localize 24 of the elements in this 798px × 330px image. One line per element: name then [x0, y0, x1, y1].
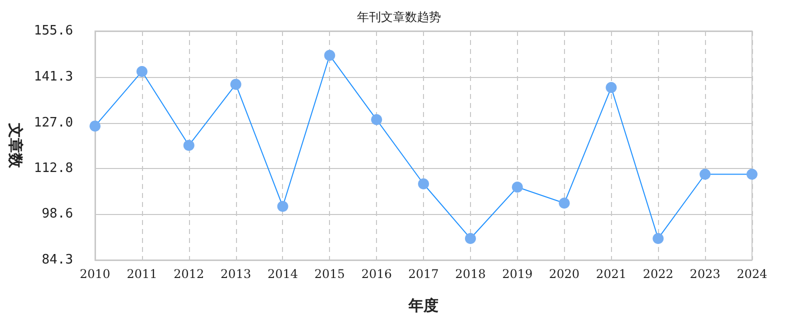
x-tick-label: 2021	[596, 267, 626, 281]
y-tick-label: 141.3	[34, 69, 74, 84]
x-tick-label: 2011	[126, 267, 158, 281]
x-tick-label: 2013	[220, 267, 252, 281]
x-tick-label: 2014	[267, 267, 298, 281]
x-tick-label: 2023	[690, 267, 720, 281]
x-tick-label: 2016	[361, 267, 392, 281]
x-tick-label: 2015	[314, 267, 345, 281]
x-axis-title: 年度	[408, 296, 439, 314]
x-tick-label: 2018	[455, 267, 486, 281]
y-axis-title: 文章数	[6, 122, 24, 169]
x-tick-label: 2022	[642, 267, 674, 281]
x-tick-label: 2024	[736, 267, 768, 281]
y-tick-label: 112.8	[34, 160, 74, 176]
x-tick-label: 2012	[174, 267, 204, 281]
y-tick-label: 155.6	[34, 24, 74, 38]
x-tick-label: 2019	[502, 267, 533, 281]
x-tick-label: 2020	[549, 267, 580, 281]
x-tick-label: 2010	[80, 267, 110, 281]
chart-title: 年刊文章数趋势	[357, 10, 441, 24]
y-tick-label: 127.0	[34, 115, 74, 130]
y-tick-label: 84.3	[42, 252, 74, 268]
x-tick-label: 2017	[408, 267, 439, 281]
y-tick-label: 98.6	[42, 206, 74, 222]
